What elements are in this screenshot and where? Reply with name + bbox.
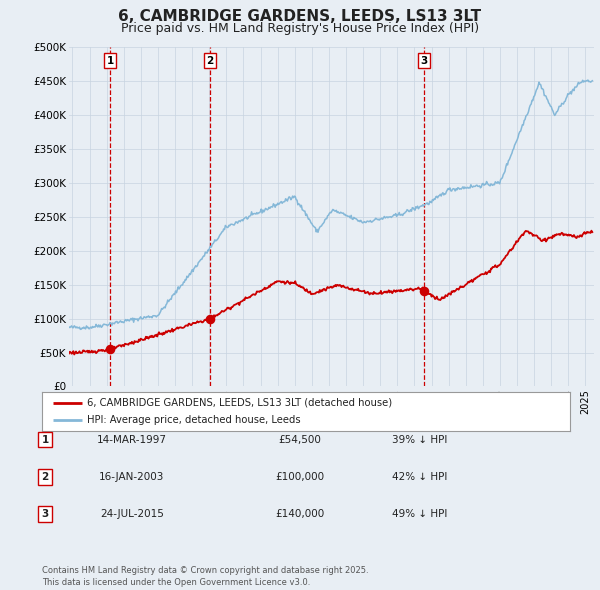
Text: 2: 2 bbox=[206, 55, 214, 65]
Text: 3: 3 bbox=[41, 509, 49, 519]
Text: Contains HM Land Registry data © Crown copyright and database right 2025.
This d: Contains HM Land Registry data © Crown c… bbox=[42, 566, 368, 587]
Text: 16-JAN-2003: 16-JAN-2003 bbox=[100, 472, 164, 481]
Text: 3: 3 bbox=[421, 55, 428, 65]
Text: 1: 1 bbox=[41, 435, 49, 444]
Point bbox=[105, 345, 115, 354]
Text: HPI: Average price, detached house, Leeds: HPI: Average price, detached house, Leed… bbox=[87, 415, 301, 425]
Text: 1: 1 bbox=[106, 55, 113, 65]
Text: 42% ↓ HPI: 42% ↓ HPI bbox=[392, 472, 448, 481]
Text: 6, CAMBRIDGE GARDENS, LEEDS, LS13 3LT: 6, CAMBRIDGE GARDENS, LEEDS, LS13 3LT bbox=[118, 9, 482, 24]
Text: 49% ↓ HPI: 49% ↓ HPI bbox=[392, 509, 448, 519]
Text: 24-JUL-2015: 24-JUL-2015 bbox=[100, 509, 164, 519]
Text: Price paid vs. HM Land Registry's House Price Index (HPI): Price paid vs. HM Land Registry's House … bbox=[121, 22, 479, 35]
Text: £54,500: £54,500 bbox=[278, 435, 322, 444]
Text: 2: 2 bbox=[41, 472, 49, 481]
Text: 6, CAMBRIDGE GARDENS, LEEDS, LS13 3LT (detached house): 6, CAMBRIDGE GARDENS, LEEDS, LS13 3LT (d… bbox=[87, 398, 392, 408]
Point bbox=[419, 287, 429, 296]
Text: £100,000: £100,000 bbox=[275, 472, 325, 481]
Text: £140,000: £140,000 bbox=[275, 509, 325, 519]
Text: 14-MAR-1997: 14-MAR-1997 bbox=[97, 435, 167, 444]
Point bbox=[205, 314, 215, 323]
Text: 39% ↓ HPI: 39% ↓ HPI bbox=[392, 435, 448, 444]
